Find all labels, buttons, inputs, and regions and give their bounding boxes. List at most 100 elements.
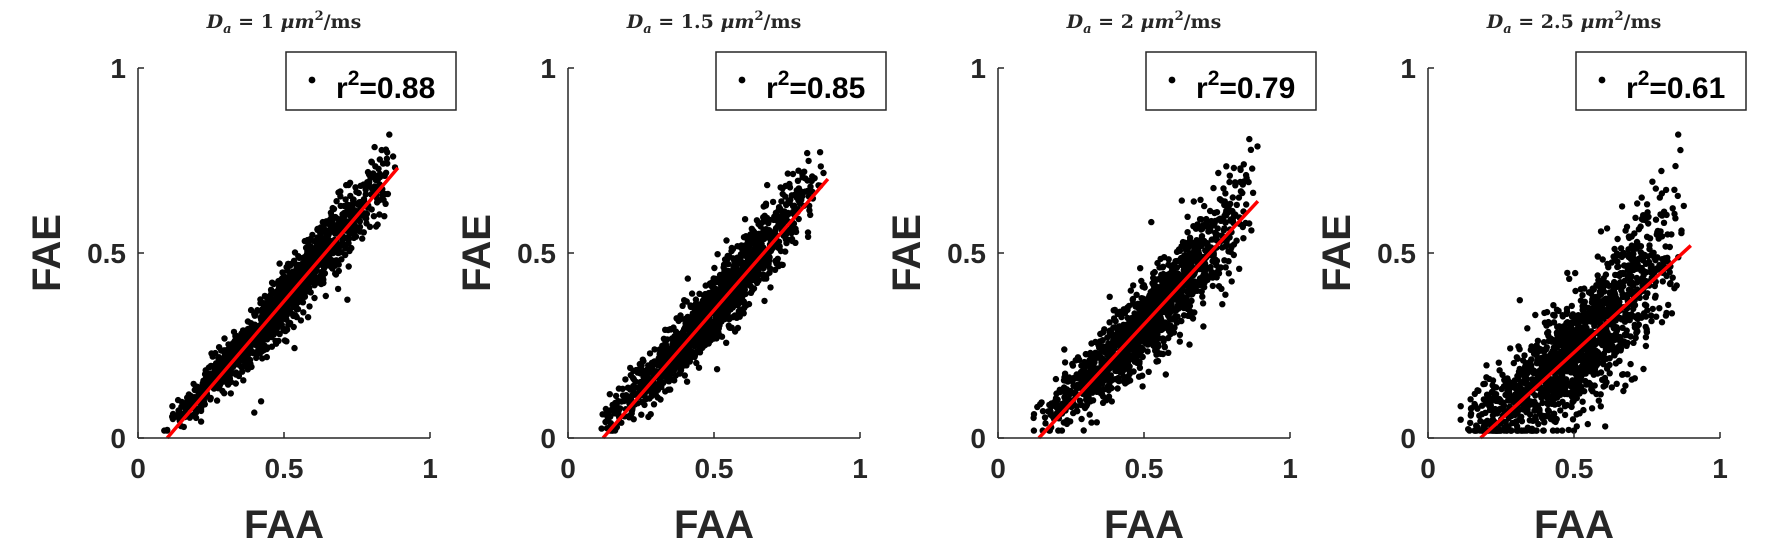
data-point (1053, 397, 1061, 404)
data-point (667, 368, 674, 375)
x-axis-label: FAA (1104, 503, 1184, 547)
data-point (359, 235, 366, 242)
data-point (1229, 207, 1236, 215)
data-point (276, 330, 283, 338)
data-point (777, 247, 785, 255)
data-point (805, 157, 812, 165)
data-point (792, 228, 800, 236)
data-point (1638, 194, 1645, 201)
data-point (1210, 184, 1217, 192)
data-point (335, 267, 342, 275)
data-point (239, 327, 247, 335)
data-point (736, 313, 743, 320)
data-point (342, 196, 349, 203)
data-point (1228, 278, 1235, 285)
data-point (1153, 347, 1161, 354)
data-point (1125, 302, 1133, 310)
data-point (1220, 185, 1227, 192)
data-point (792, 239, 799, 246)
data-point (317, 239, 324, 246)
data-point (1622, 382, 1629, 389)
data-point (1141, 284, 1148, 291)
data-point (235, 334, 242, 341)
data-point (1220, 227, 1228, 234)
data-point (1659, 278, 1667, 285)
data-point (1669, 274, 1676, 281)
data-point (1090, 350, 1098, 358)
data-point (1114, 310, 1121, 318)
data-point (1198, 233, 1206, 240)
data-point (721, 256, 729, 263)
data-point (817, 163, 824, 170)
data-point (656, 351, 663, 358)
data-point (1184, 229, 1191, 236)
data-point (1128, 315, 1135, 322)
legend: r2=0.88 (285, 51, 457, 111)
data-point (1164, 274, 1171, 282)
data-point (794, 189, 801, 196)
data-point (1603, 225, 1611, 232)
data-point (169, 410, 177, 418)
data-point (1159, 264, 1166, 271)
data-point (1119, 368, 1126, 375)
data-point (767, 284, 774, 291)
data-point (1199, 225, 1206, 233)
data-point (1649, 305, 1657, 313)
data-point (1154, 331, 1161, 338)
data-point (1221, 201, 1228, 209)
data-point (1215, 283, 1223, 290)
data-point (734, 254, 741, 261)
data-point (235, 361, 243, 368)
data-point (342, 245, 349, 252)
data-point (774, 255, 781, 262)
y-axis-label: FAE (25, 214, 69, 292)
data-point (184, 394, 191, 401)
data-point (1082, 396, 1090, 403)
data-point (1156, 311, 1164, 319)
data-point (694, 309, 701, 317)
data-point (753, 279, 761, 287)
data-point (1230, 241, 1238, 248)
data-point (1106, 293, 1113, 300)
data-point (1158, 281, 1166, 289)
data-point (683, 298, 690, 305)
data-point (255, 345, 262, 352)
data-point (1181, 239, 1189, 246)
data-point (649, 385, 657, 393)
data-point (215, 355, 222, 362)
data-point (1642, 342, 1650, 350)
data-point (1229, 194, 1237, 201)
data-point (784, 170, 791, 177)
data-point (329, 265, 336, 272)
data-point (1213, 209, 1221, 216)
data-point (361, 214, 369, 221)
data-point (1042, 420, 1049, 427)
data-point (1191, 309, 1198, 316)
data-point (279, 269, 286, 276)
data-point (771, 266, 779, 273)
data-point (1200, 323, 1207, 330)
data-point (293, 267, 300, 275)
legend-marker (1168, 76, 1176, 84)
data-point (1566, 275, 1573, 282)
data-point (703, 340, 710, 347)
data-point (191, 386, 198, 394)
data-point (787, 196, 794, 204)
data-point (662, 388, 669, 395)
data-point (1099, 399, 1107, 406)
data-point (684, 275, 691, 282)
data-point (257, 296, 264, 303)
panel-title: Da = 2.5 μm2/ms (1486, 9, 1662, 37)
data-point (389, 153, 397, 160)
data-point (1139, 300, 1147, 308)
data-point (1154, 357, 1162, 365)
data-point (1170, 267, 1177, 274)
data-point (702, 328, 710, 336)
data-point (1099, 337, 1106, 344)
data-point (1236, 265, 1243, 272)
data-point (1060, 384, 1068, 391)
data-point (752, 232, 759, 239)
data-point (1634, 200, 1641, 207)
